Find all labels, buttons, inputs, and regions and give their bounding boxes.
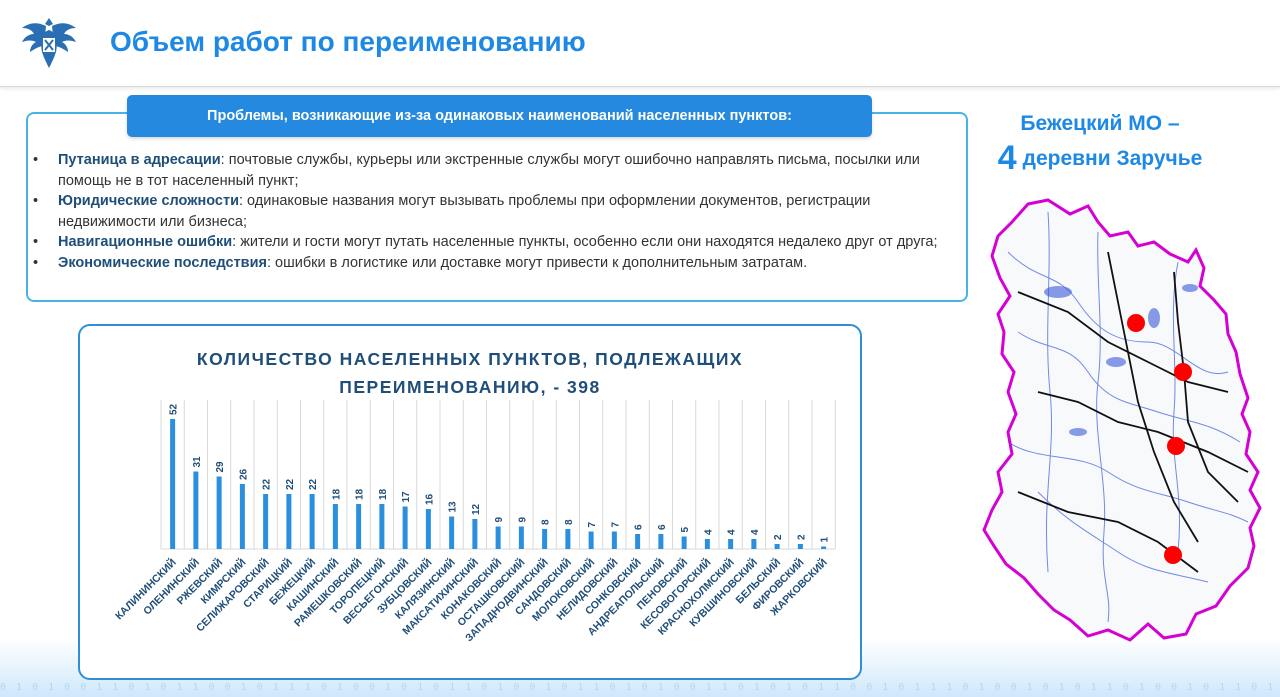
- list-item: • Юридические сложности: одинаковые назва…: [30, 191, 960, 232]
- region-title-line2: 4 деревни Заручье: [975, 141, 1225, 175]
- problems-panel: [26, 112, 968, 302]
- chart-title-line2: ПЕРЕИМЕНОВАНИЮ, - 398: [339, 377, 601, 397]
- data-label: 7: [587, 522, 598, 528]
- bar: [658, 534, 664, 549]
- bar: [565, 529, 571, 549]
- problem-text: : почтовые службы, курьеры или экстренны…: [58, 152, 920, 189]
- bar: [751, 539, 757, 549]
- chart-panel: [78, 324, 862, 680]
- data-label: 8: [564, 519, 575, 525]
- bar: [332, 504, 338, 549]
- bar: [635, 534, 641, 549]
- list-item: • Путаница в адресации: почтовые службы, …: [30, 150, 960, 191]
- bar: [611, 531, 617, 549]
- data-label: 1: [820, 537, 831, 543]
- data-label: 22: [262, 478, 273, 490]
- list-item: • Экономические последствия: ошибки в лог…: [30, 253, 960, 274]
- bar: [379, 504, 385, 549]
- bar: [518, 526, 524, 549]
- data-label: 17: [401, 491, 412, 503]
- data-label: 22: [285, 478, 296, 490]
- data-label: 2: [773, 534, 784, 540]
- data-label: 29: [215, 461, 226, 473]
- bullet-icon: •: [33, 152, 39, 168]
- data-label: 52: [169, 403, 180, 415]
- data-label: 4: [703, 529, 714, 535]
- data-label: 7: [610, 522, 621, 528]
- chart-title-line1: КОЛИЧЕСТВО НАСЕЛЕННЫХ ПУНКТОВ, ПОДЛЕЖАЩИ…: [196, 349, 744, 369]
- problem-term: Экономические последствия: [58, 254, 267, 271]
- problem-term: Навигационные ошибки: [58, 234, 233, 250]
- data-label: 5: [680, 527, 691, 533]
- bar: [425, 509, 431, 549]
- data-label: 18: [355, 488, 366, 500]
- bar: [216, 476, 222, 549]
- list-item: • Навигационные ошибки: жители и гости мо…: [30, 232, 960, 253]
- bar: [821, 546, 827, 549]
- village-count: 4: [997, 139, 1017, 177]
- data-label: 6: [634, 524, 645, 530]
- bar: [286, 494, 292, 549]
- data-label: 31: [192, 456, 203, 468]
- header-bar: Объем работ по переименованию: [0, 0, 1280, 87]
- bar: [193, 471, 199, 549]
- data-label: 13: [448, 501, 459, 513]
- map-lakes: [1044, 284, 1198, 436]
- data-label: 9: [494, 517, 505, 523]
- map-markers: [1127, 314, 1192, 564]
- region-title-line2-text: деревни Заручье: [1022, 147, 1203, 170]
- bar: [402, 506, 408, 549]
- region-map: [982, 198, 1262, 642]
- bar: [472, 519, 478, 549]
- bar: [495, 526, 501, 549]
- problems-title: Проблемы, возникающие из-за одинаковых н…: [127, 95, 872, 137]
- bar: [704, 539, 710, 549]
- data-label: 9: [517, 517, 528, 523]
- problem-text: : ошибки в логистике или доставке могут …: [266, 254, 808, 271]
- bullet-icon: •: [33, 254, 39, 271]
- bar: [774, 544, 780, 549]
- data-label: 22: [308, 478, 319, 490]
- bar: [239, 484, 245, 549]
- bar: [728, 539, 734, 549]
- eagle-emblem-icon: [22, 18, 76, 68]
- data-label: 8: [541, 519, 552, 525]
- bullet-icon: •: [33, 193, 39, 209]
- data-label: 2: [796, 534, 807, 540]
- bar: [797, 544, 803, 549]
- data-label: 18: [378, 488, 389, 500]
- problem-term: Путаница в адресации: [58, 152, 221, 168]
- page-title: Объем работ по переименованию: [110, 26, 586, 57]
- data-label: 4: [727, 529, 738, 535]
- data-label: 18: [331, 488, 342, 500]
- village-marker: [1167, 437, 1185, 455]
- chart-title: КОЛИЧЕСТВО НАСЕЛЕННЫХ ПУНКТОВ, ПОДЛЕЖАЩИ…: [110, 345, 830, 401]
- bar: [263, 494, 269, 549]
- bar: [681, 536, 687, 549]
- map-rivers: [1007, 211, 1249, 623]
- data-label: 6: [657, 524, 668, 530]
- bar: [309, 494, 315, 549]
- village-marker: [1174, 363, 1192, 381]
- problem-term: Юридические сложности: [58, 193, 239, 209]
- data-label: 12: [471, 503, 482, 515]
- bar-chart: 52КАЛИНИНСКИЙ31ОЛЕНИНСКИЙ29РЖЕВСКИЙ26КИМ…: [112, 400, 836, 644]
- village-marker: [1127, 314, 1145, 332]
- problems-list: • Путаница в адресации: почтовые службы, …: [30, 150, 960, 273]
- data-label: 16: [424, 493, 435, 505]
- bar: [542, 529, 548, 549]
- bullet-icon: •: [33, 234, 39, 250]
- village-marker: [1164, 546, 1182, 564]
- bar: [449, 516, 455, 549]
- problem-text: : одинаковые названия могут вызывать про…: [58, 193, 871, 230]
- region-title-line1: Бежецкий МО –: [1020, 112, 1180, 135]
- data-label: 4: [750, 529, 761, 535]
- region-title: Бежецкий МО – 4 деревни Заручье: [975, 110, 1225, 175]
- data-label: 26: [238, 468, 249, 480]
- bar: [588, 531, 594, 549]
- problem-text: : жители и гости могут путать населенные…: [232, 234, 938, 250]
- bar: [170, 419, 176, 549]
- bar: [356, 504, 362, 549]
